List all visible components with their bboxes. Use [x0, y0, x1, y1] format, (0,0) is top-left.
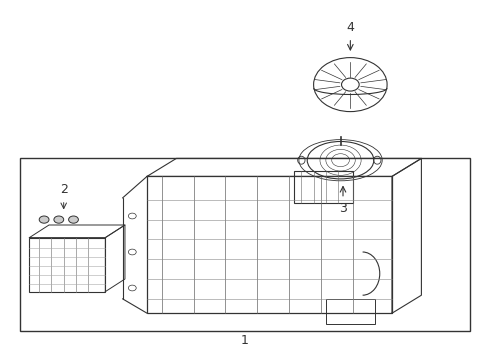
- Text: 2: 2: [60, 183, 68, 196]
- Text: 1: 1: [241, 334, 249, 347]
- Circle shape: [69, 216, 78, 223]
- Circle shape: [39, 216, 49, 223]
- Bar: [147, 176, 392, 313]
- Circle shape: [54, 216, 64, 223]
- Text: 4: 4: [346, 21, 354, 34]
- Bar: [326, 299, 375, 324]
- Text: 3: 3: [339, 202, 347, 215]
- Bar: [29, 238, 105, 292]
- Bar: [20, 158, 470, 331]
- Bar: [294, 171, 353, 203]
